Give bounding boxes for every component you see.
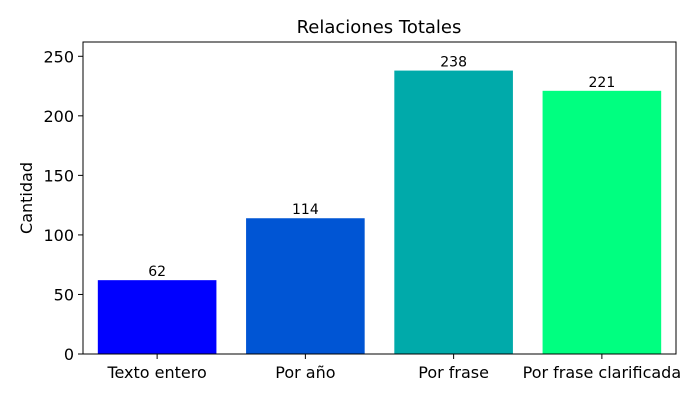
y-tick-label: 250 — [43, 47, 74, 66]
y-axis-label: Cantidad — [17, 162, 36, 234]
plot-frame — [82, 41, 677, 355]
bar — [542, 90, 662, 354]
x-tick-label: Por año — [275, 363, 335, 382]
bar — [246, 218, 365, 354]
x-tick-label: Texto entero — [106, 363, 206, 382]
bar-value-label: 221 — [589, 75, 616, 91]
x-tick-label: Por frase — [418, 363, 489, 382]
y-tick-label: 0 — [64, 345, 74, 364]
y-tick-label: 50 — [54, 285, 74, 304]
x-tick-label: Por frase clarificada — [523, 363, 682, 382]
chart-title: Relaciones Totales — [297, 17, 462, 38]
plot-area: 62 Texto entero 114 Por año 238 Por frase 221 P… — [43, 41, 682, 382]
y-tick-label: 100 — [43, 226, 74, 245]
bar — [394, 70, 513, 354]
bar-value-label: 238 — [440, 55, 467, 71]
bar-value-label: 114 — [292, 202, 319, 218]
y-tick-label: 150 — [43, 166, 74, 185]
bar-value-label: 62 — [148, 264, 166, 280]
bar — [97, 280, 217, 354]
y-tick-label: 200 — [43, 107, 74, 126]
